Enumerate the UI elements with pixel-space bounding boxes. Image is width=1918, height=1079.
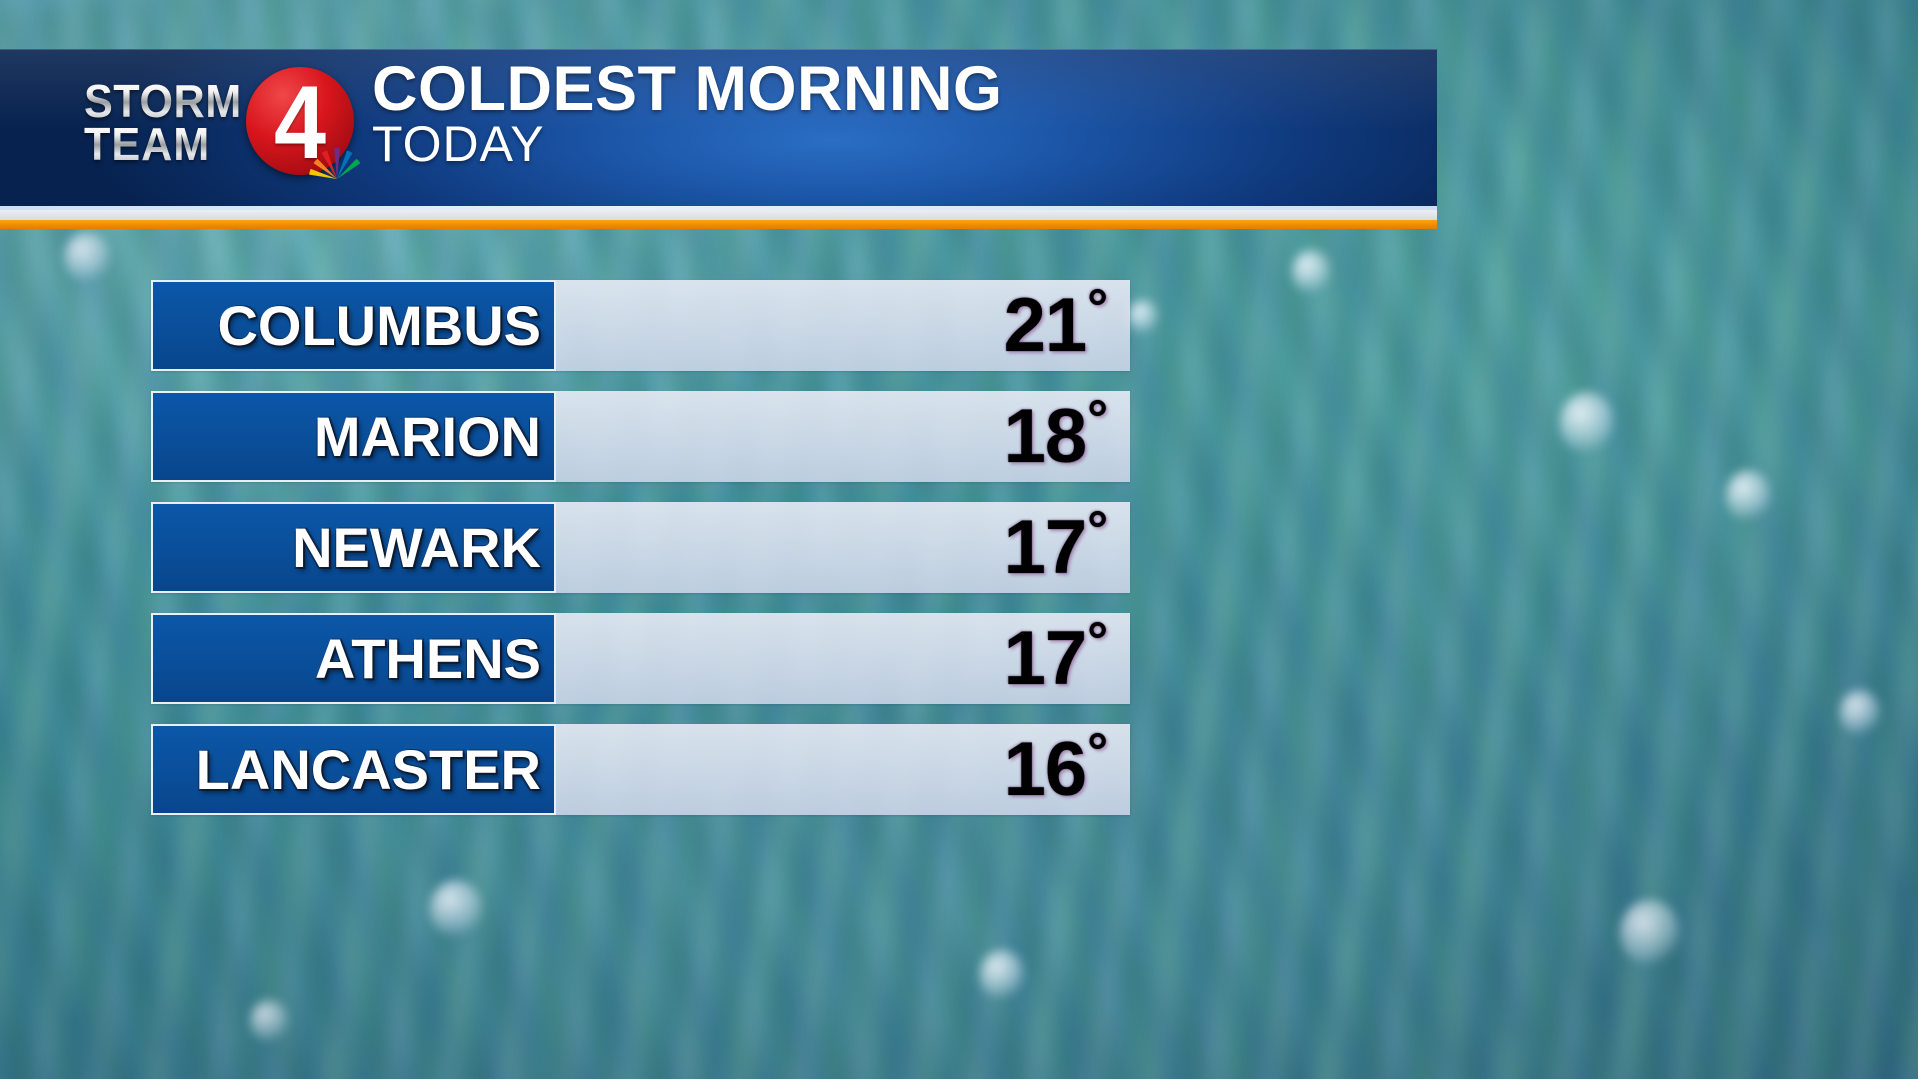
city-label-box: ATHENS <box>151 613 556 704</box>
temperature-cell: 17° <box>556 613 1130 704</box>
nbc-peacock-icon <box>308 147 361 179</box>
banner-underline <box>0 206 1437 210</box>
city-label-box: COLUMBUS <box>151 280 556 371</box>
dew-drop <box>64 232 110 282</box>
temperature-value: 21° <box>1004 282 1108 364</box>
city-name: LANCASTER <box>195 737 541 801</box>
temperature-value: 18° <box>1004 393 1108 475</box>
dew-drop <box>1726 470 1770 522</box>
city-name: COLUMBUS <box>217 293 541 357</box>
table-row: ATHENS 17° <box>151 613 1130 704</box>
headline-block: COLDEST MORNING TODAY <box>372 54 1003 173</box>
storm-team-wordmark: STORM TEAM <box>84 75 252 167</box>
temperature-cell: 16° <box>556 724 1130 815</box>
degree-symbol: ° <box>1087 500 1108 559</box>
logo-line-storm: STORM <box>84 75 242 128</box>
banner-gold-accent <box>0 220 1437 229</box>
city-name: MARION <box>313 404 541 468</box>
temperature-value: 17° <box>1004 615 1108 697</box>
dew-drop <box>1292 250 1330 294</box>
table-row: LANCASTER 16° <box>151 724 1130 815</box>
channel-number: 4 <box>273 65 326 181</box>
degree-symbol: ° <box>1087 722 1108 781</box>
temperature-cell: 21° <box>556 280 1130 371</box>
dew-drop <box>1128 300 1158 334</box>
degree-symbol: ° <box>1087 389 1108 448</box>
page-subtitle: TODAY <box>372 116 545 173</box>
city-label-box: NEWARK <box>151 502 556 593</box>
temperature-number: 18 <box>1003 393 1088 479</box>
temperature-number: 16 <box>1003 726 1088 812</box>
page-title: COLDEST MORNING <box>372 54 1003 124</box>
temperature-cell: 17° <box>556 502 1130 593</box>
city-label-box: LANCASTER <box>151 724 556 815</box>
channel-4-badge: 4 <box>245 65 361 181</box>
city-label-box: MARION <box>151 391 556 482</box>
degree-symbol: ° <box>1087 278 1108 337</box>
banner-gray-stripe <box>0 210 1437 220</box>
city-name: NEWARK <box>292 515 541 579</box>
temperature-number: 17 <box>1003 615 1088 701</box>
temperature-cell: 18° <box>556 391 1130 482</box>
dew-drop <box>980 950 1024 1000</box>
storm-team-4-logo: STORM TEAM 4 <box>84 63 361 181</box>
temperature-number: 17 <box>1003 504 1088 590</box>
temperature-value: 16° <box>1004 726 1108 808</box>
table-row: NEWARK 17° <box>151 502 1130 593</box>
dew-drop <box>430 880 482 938</box>
dew-drop <box>1620 900 1680 966</box>
dew-drop <box>1840 690 1880 736</box>
table-row: MARION 18° <box>151 391 1130 482</box>
dew-drop <box>250 1000 288 1042</box>
logo-line-team: TEAM <box>84 120 242 166</box>
temperature-list: COLUMBUS 21° MARION 18° NEWARK 17° ATHENS 17° LA… <box>151 280 1130 815</box>
degree-symbol: ° <box>1087 611 1108 670</box>
temperature-value: 17° <box>1004 504 1108 586</box>
table-row: COLUMBUS 21° <box>151 280 1130 371</box>
dew-drop <box>1560 392 1614 454</box>
city-name: ATHENS <box>314 626 541 690</box>
temperature-number: 21 <box>1003 282 1088 368</box>
